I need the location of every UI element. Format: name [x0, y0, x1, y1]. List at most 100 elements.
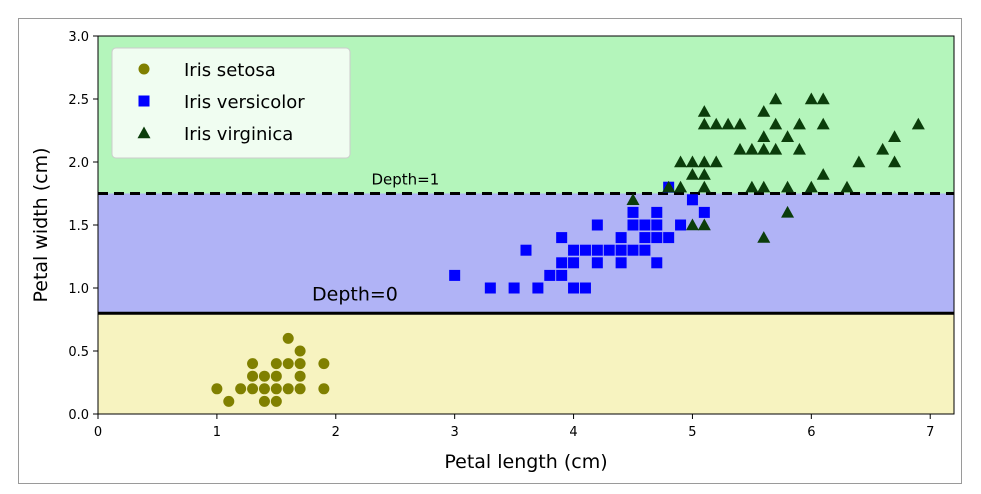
data-point-triangle — [769, 92, 783, 105]
data-point-triangle — [697, 168, 711, 180]
data-point-triangle — [888, 155, 902, 168]
data-point-square — [579, 282, 591, 294]
data-point-triangle — [769, 117, 783, 130]
data-point-square — [603, 244, 615, 256]
data-point-square — [639, 219, 651, 231]
legend-marker-square — [138, 95, 150, 107]
data-point-triangle — [745, 180, 759, 193]
data-point-triangle — [816, 168, 830, 180]
data-point-triangle — [757, 180, 771, 193]
data-point-triangle — [840, 180, 854, 193]
data-point-square — [615, 232, 627, 244]
y-tick-label: 2.0 — [68, 156, 89, 171]
data-point-triangle — [745, 142, 759, 155]
data-point-square — [615, 257, 627, 269]
data-point-square — [579, 244, 591, 256]
data-point-circle — [247, 383, 259, 395]
data-point-square — [568, 282, 580, 294]
data-point-triangle — [876, 142, 890, 155]
data-point-triangle — [697, 218, 711, 231]
legend-label: Iris virginica — [184, 124, 293, 145]
legend-box — [111, 47, 351, 159]
data-point-circle — [258, 395, 270, 407]
data-point-triangle — [697, 105, 711, 117]
data-point-square — [639, 232, 651, 244]
decision-boundaries — [98, 192, 954, 315]
x-tick-label: 2 — [332, 425, 340, 440]
y-tick-label: 0.5 — [68, 345, 89, 360]
data-point-square — [698, 206, 710, 218]
legend-label: Iris setosa — [184, 60, 276, 81]
data-point-circle — [270, 358, 282, 370]
data-point-square — [627, 219, 639, 231]
data-point-circle — [282, 358, 294, 370]
decision-regions — [98, 36, 954, 414]
data-points — [211, 92, 925, 407]
data-point-square — [627, 244, 639, 256]
data-point-triangle — [911, 117, 925, 130]
legend-marker-triangle — [137, 126, 151, 139]
data-point-triangle — [781, 130, 795, 142]
data-point-triangle — [674, 180, 688, 193]
data-point-square — [651, 206, 663, 218]
data-point-triangle — [852, 155, 866, 168]
y-tick-label: 3.0 — [68, 30, 89, 45]
data-point-triangle — [888, 130, 902, 142]
data-point-triangle — [757, 130, 771, 142]
data-point-square — [675, 219, 687, 231]
data-point-triangle — [662, 180, 676, 193]
data-point-triangle — [733, 117, 747, 130]
y-tick-label: 1.0 — [68, 282, 89, 297]
data-point-circle — [318, 358, 330, 370]
data-point-square — [532, 282, 544, 294]
x-tick-label: 5 — [688, 425, 696, 440]
data-point-square — [484, 282, 496, 294]
data-point-triangle — [685, 155, 699, 168]
data-point-square — [508, 282, 520, 294]
x-tick-label: 4 — [569, 425, 577, 440]
data-point-square — [651, 257, 663, 269]
data-point-triangle — [757, 142, 771, 155]
data-point-circle — [318, 383, 330, 395]
data-point-triangle — [792, 117, 806, 130]
setosa-region — [98, 313, 954, 414]
data-point-circle — [270, 383, 282, 395]
data-point-circle — [258, 383, 270, 395]
data-point-triangle — [721, 117, 735, 130]
data-point-square — [615, 244, 627, 256]
data-point-triangle — [792, 142, 806, 155]
data-point-triangle — [674, 155, 688, 168]
data-point-square — [651, 219, 663, 231]
data-point-square — [686, 194, 698, 206]
data-point-triangle — [781, 205, 795, 218]
data-point-square — [556, 269, 568, 281]
boundary-label-0: Depth=0 — [312, 284, 398, 306]
data-point-triangle — [709, 155, 723, 168]
data-point-circle — [223, 395, 235, 407]
data-point-square — [591, 244, 603, 256]
boundary-annotations: Depth=0 Depth=1 — [312, 171, 439, 306]
data-point-square — [663, 232, 675, 244]
data-point-triangle — [697, 180, 711, 193]
data-point-triangle — [781, 180, 795, 193]
data-point-circle — [270, 370, 282, 382]
legend-label: Iris versicolor — [184, 92, 305, 113]
legend: Iris setosa Iris versicolor Iris virginica — [111, 47, 351, 159]
data-point-square — [449, 269, 461, 281]
data-point-triangle — [697, 155, 711, 168]
data-point-square — [568, 244, 580, 256]
y-axis-ticks: 0.0 0.5 1.0 1.5 2.0 2.5 3.0 — [68, 30, 98, 423]
data-point-circle — [294, 370, 306, 382]
data-point-square — [591, 219, 603, 231]
data-point-square — [627, 206, 639, 218]
data-point-circle — [235, 383, 247, 395]
data-point-triangle — [804, 180, 818, 193]
y-tick-label: 0.0 — [68, 408, 89, 423]
data-point-triangle — [816, 117, 830, 130]
data-point-triangle — [626, 193, 640, 205]
data-point-square — [639, 244, 651, 256]
data-point-triangle — [757, 231, 771, 243]
data-point-circle — [282, 332, 294, 344]
data-point-square — [556, 232, 568, 244]
data-point-square — [556, 257, 568, 269]
